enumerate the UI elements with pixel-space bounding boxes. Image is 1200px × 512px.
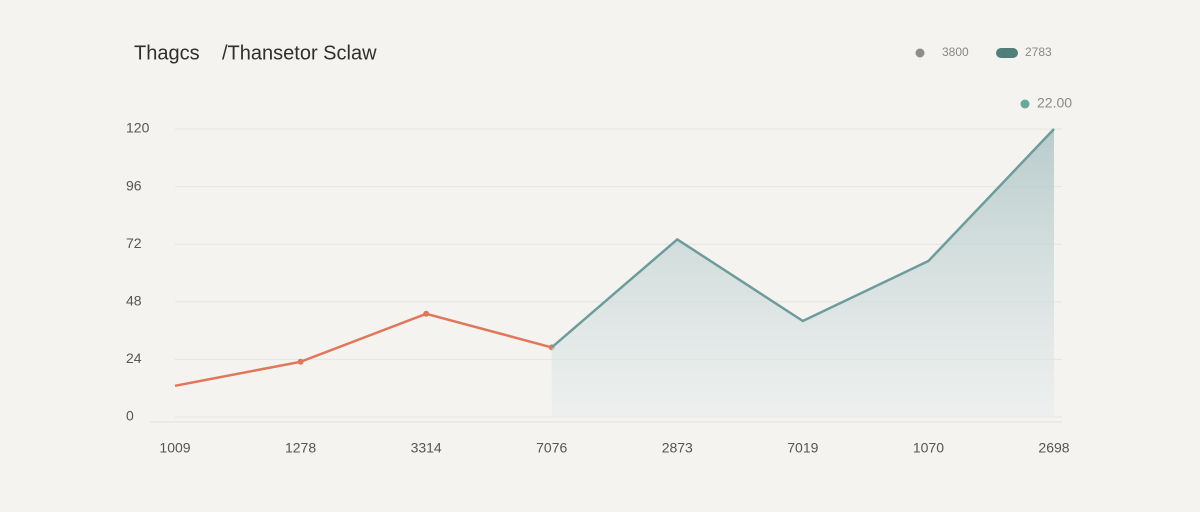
y-tick-label: 120 [126, 120, 150, 136]
legend-label: 3800 [942, 45, 969, 59]
x-tick-label: 7076 [536, 440, 567, 456]
area [551, 129, 1054, 417]
chart-title: Thagcs [134, 42, 200, 64]
x-tick-label: 2873 [662, 440, 693, 456]
point [423, 310, 430, 317]
x-tick-label: 2698 [1038, 440, 1069, 456]
x-tick-label: 1070 [913, 440, 944, 456]
point [297, 358, 304, 365]
y-tick-label: 72 [126, 235, 142, 251]
y-tick-label: 0 [126, 408, 134, 424]
y-tick-label: 96 [126, 177, 142, 193]
x-tick-label: 1009 [159, 440, 190, 456]
y-tick-label: 24 [126, 350, 142, 366]
annotation: 22.00 [1037, 95, 1072, 111]
y-tick-label: 48 [126, 293, 142, 309]
legend-label: 2783 [1025, 45, 1052, 59]
x-tick-label: 3314 [411, 440, 442, 456]
x-tick-label: 1278 [285, 440, 316, 456]
line [174, 312, 553, 388]
chart-subtitle: /Thansetor Sclaw [222, 42, 377, 64]
legend-marker [996, 48, 1018, 58]
x-tick-label: 7019 [787, 440, 818, 456]
annotation-marker [1020, 99, 1030, 109]
line [550, 128, 1055, 349]
legend-marker [915, 48, 925, 58]
